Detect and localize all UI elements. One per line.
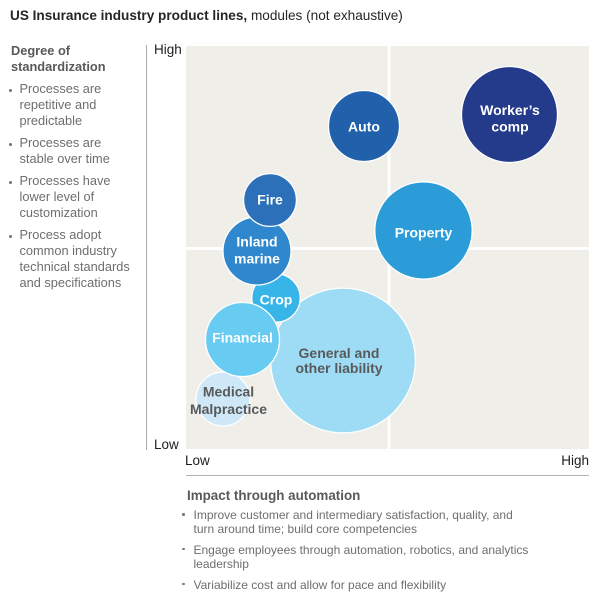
- svg-text:Property: Property: [395, 225, 453, 241]
- svg-text:Fire: Fire: [257, 192, 283, 208]
- svg-text:Malpractice: Malpractice: [190, 401, 267, 417]
- svg-text:Crop: Crop: [260, 292, 293, 308]
- svg-text:comp: comp: [491, 119, 528, 135]
- svg-text:Inland: Inland: [236, 234, 277, 250]
- svg-text:Worker’s: Worker’s: [480, 102, 540, 118]
- svg-text:Financial: Financial: [212, 330, 273, 346]
- svg-text:General and: General and: [299, 345, 380, 361]
- svg-text:marine: marine: [234, 250, 280, 266]
- svg-text:Auto: Auto: [348, 118, 380, 134]
- svg-text:other liability: other liability: [295, 360, 382, 376]
- svg-text:Medical: Medical: [203, 384, 254, 400]
